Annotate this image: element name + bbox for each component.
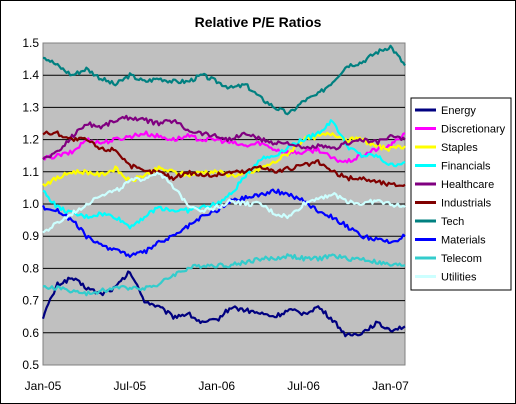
series-line-healthcare — [42, 114, 406, 161]
x-tick-label: Jul-05 — [114, 379, 147, 393]
legend-label: Tech — [441, 216, 464, 228]
y-axis-ticks: 0.5 0.6 0.7 0.8 0.9 1.0 1.1 1.2 1.3 1.4 1.5 — [22, 36, 39, 372]
y-tick-label: 1.4 — [22, 68, 39, 82]
legend: Energy Discretionary Staples Financials Heal… — [415, 105, 506, 284]
y-tick-label: 1.2 — [22, 133, 39, 147]
legend-label: Discretionary — [441, 124, 506, 136]
legend-label: Telecom — [441, 253, 482, 265]
legend-label: Materials — [441, 235, 486, 247]
legend-label: Staples — [441, 142, 478, 154]
y-tick-label: 0.8 — [22, 261, 39, 275]
y-tick-label: 1.0 — [22, 197, 39, 211]
y-tick-label: 1.1 — [22, 165, 39, 179]
legend-label: Industrials — [441, 198, 492, 210]
y-tick-label: 0.6 — [22, 326, 39, 340]
y-tick-label: 0.7 — [22, 294, 39, 308]
series-line-materials — [41, 188, 406, 258]
x-tick-label: Jul-06 — [287, 379, 320, 393]
legend-label: Utilities — [441, 272, 477, 284]
y-tick-label: 0.5 — [22, 358, 39, 372]
series-line-industrials — [42, 130, 406, 188]
series-line-discretionary — [42, 130, 406, 164]
x-tick-label: Jan-07 — [372, 379, 409, 393]
x-tick-label: Jan-05 — [25, 379, 62, 393]
y-tick-label: 0.9 — [22, 229, 39, 243]
series-line-tech — [42, 44, 406, 116]
x-tick-label: Jan-06 — [198, 379, 235, 393]
y-tick-label: 1.3 — [22, 100, 39, 114]
legend-label: Energy — [441, 105, 476, 117]
legend-label: Healthcare — [441, 179, 494, 191]
series-line-telecom — [42, 253, 406, 297]
legend-label: Financials — [441, 161, 491, 173]
chart-title: Relative P/E Ratios — [195, 14, 322, 30]
x-axis-ticks: Jan-05 Jul-05 Jan-06 Jul-06 Jan-07 — [25, 379, 410, 393]
series-line-energy — [41, 270, 406, 338]
series-lines — [41, 44, 406, 338]
y-tick-label: 1.5 — [22, 36, 39, 50]
series-line-utilities — [42, 171, 406, 234]
